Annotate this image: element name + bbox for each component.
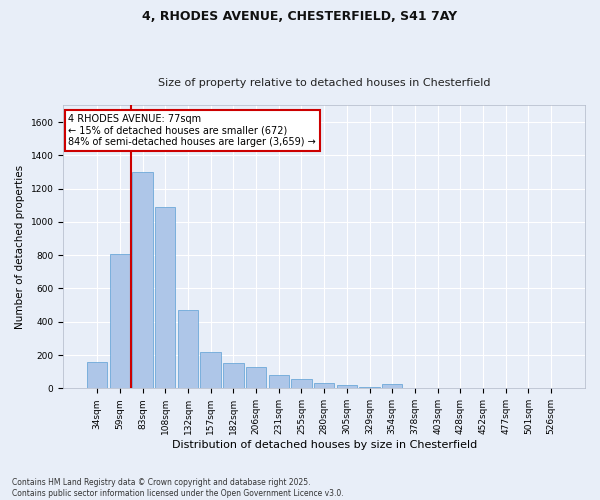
- Bar: [337, 385, 357, 388]
- Text: 4 RHODES AVENUE: 77sqm
← 15% of detached houses are smaller (672)
84% of semi-de: 4 RHODES AVENUE: 77sqm ← 15% of detached…: [68, 114, 316, 147]
- Title: Size of property relative to detached houses in Chesterfield: Size of property relative to detached ho…: [158, 78, 490, 88]
- Text: 4, RHODES AVENUE, CHESTERFIELD, S41 7AY: 4, RHODES AVENUE, CHESTERFIELD, S41 7AY: [142, 10, 458, 23]
- Y-axis label: Number of detached properties: Number of detached properties: [15, 165, 25, 329]
- Bar: [178, 310, 198, 388]
- Bar: [110, 254, 130, 388]
- Bar: [155, 207, 175, 388]
- Bar: [359, 386, 380, 388]
- Bar: [382, 384, 403, 388]
- X-axis label: Distribution of detached houses by size in Chesterfield: Distribution of detached houses by size …: [172, 440, 477, 450]
- Bar: [314, 382, 334, 388]
- Bar: [200, 352, 221, 389]
- Bar: [246, 366, 266, 388]
- Bar: [269, 375, 289, 388]
- Bar: [291, 379, 311, 388]
- Bar: [223, 364, 244, 388]
- Bar: [133, 172, 153, 388]
- Bar: [87, 362, 107, 388]
- Text: Contains HM Land Registry data © Crown copyright and database right 2025.
Contai: Contains HM Land Registry data © Crown c…: [12, 478, 344, 498]
